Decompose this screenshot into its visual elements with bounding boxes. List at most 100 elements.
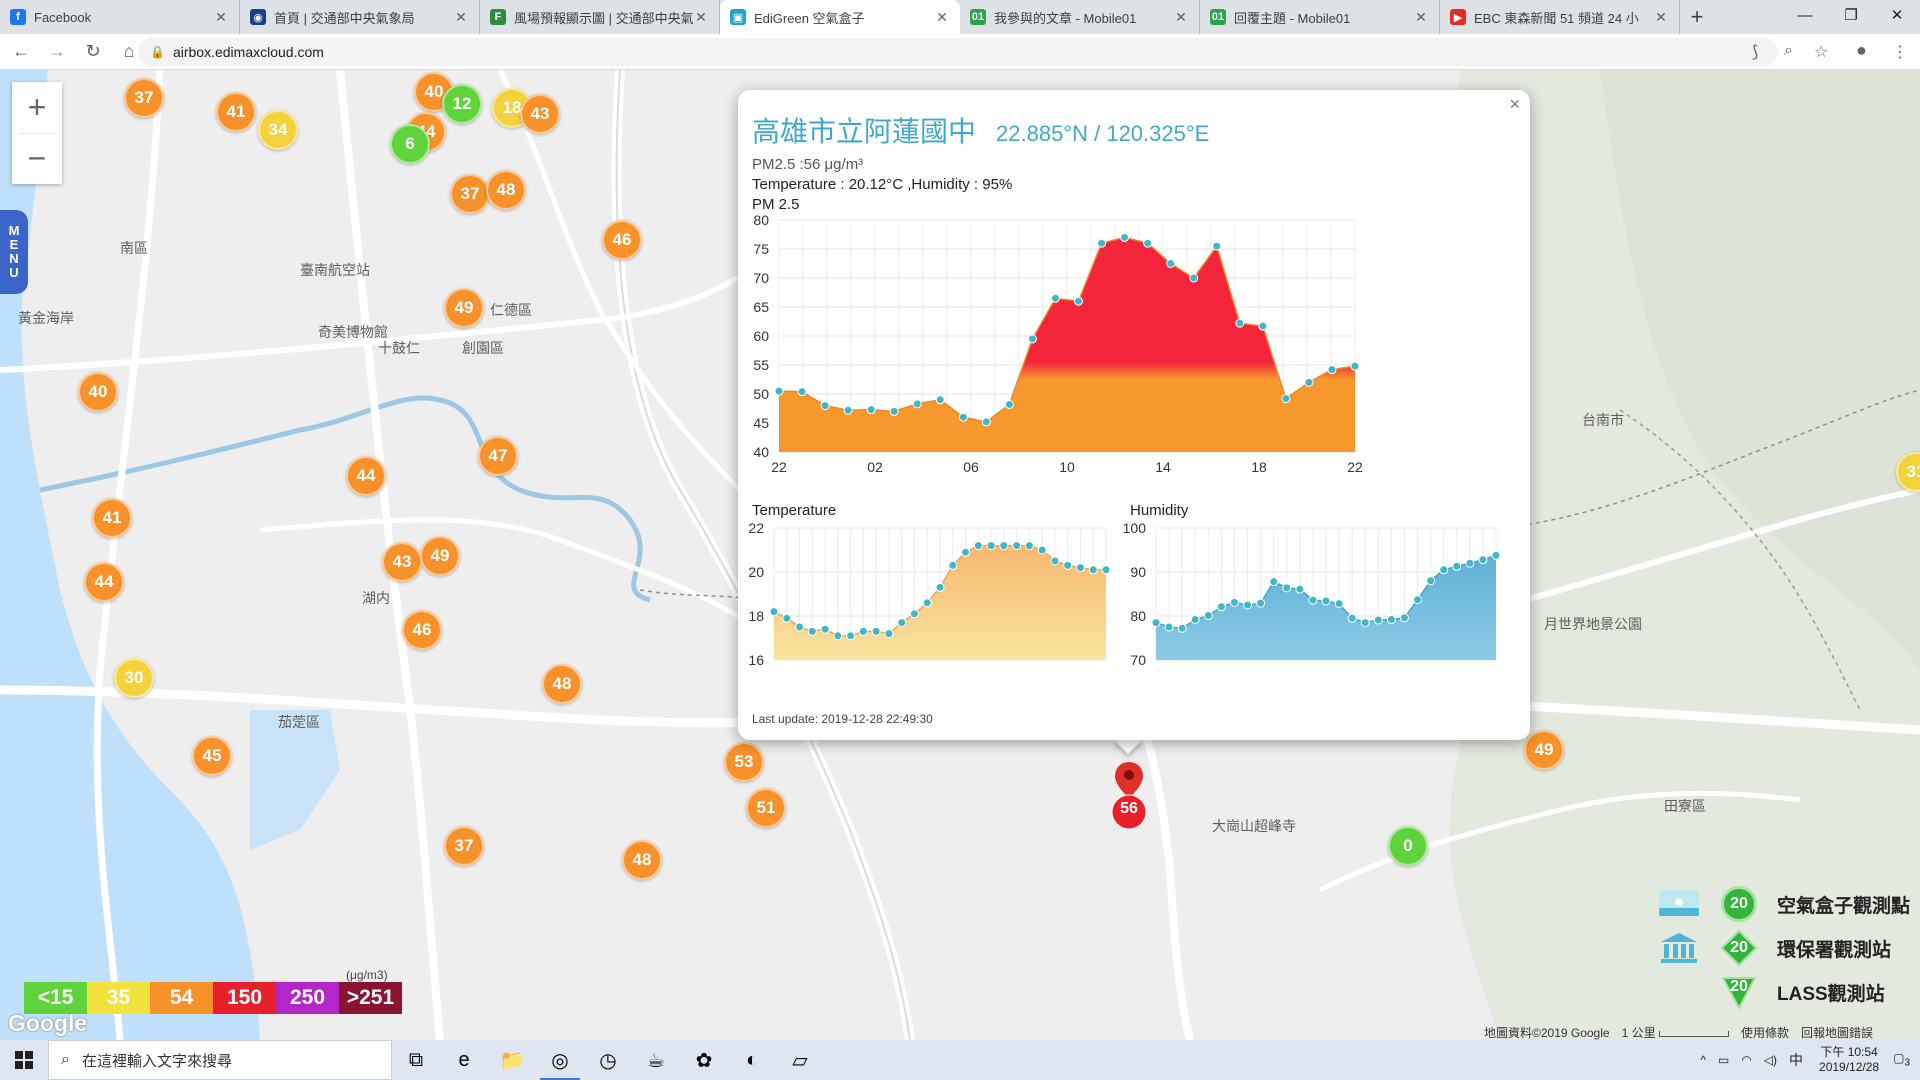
site-name: 高雄市立阿蓮國中 [752, 116, 977, 147]
airbox-station-marker[interactable]: 51 [746, 788, 786, 828]
home-button[interactable]: ⌂ [123, 41, 135, 61]
browser-tab[interactable]: ▣ EdiGreen 空氣盒子 ✕ [720, 0, 960, 34]
airbox-station-marker[interactable]: 30 [114, 658, 154, 698]
popup-close-button[interactable]: × [1509, 94, 1520, 114]
airbox-station-marker[interactable]: 44 [84, 562, 124, 602]
map-canvas[interactable]: 南區臺南航空站十鼓仁創園區仁德區黃金海岸奇美博物館湖内茄萣區阿蓮區田寮區高雄市月… [0, 70, 1920, 1040]
app-icon[interactable]: ◷ [599, 1049, 617, 1072]
menu-tab[interactable]: M E N U [0, 210, 28, 294]
data-point [1177, 623, 1187, 633]
minimize-button[interactable]: — [1797, 6, 1813, 24]
airbox-station-marker[interactable]: 53 [724, 742, 764, 782]
new-tab-button[interactable]: + [1690, 4, 1704, 29]
airbox-station-marker[interactable]: 49 [444, 288, 484, 328]
address-bar[interactable]: 🔒 airbox.edimaxcloud.com [138, 38, 1778, 66]
tab-close-icon[interactable]: ✕ [215, 8, 227, 25]
browser-tab[interactable]: f Facebook ✕ [0, 0, 240, 34]
app-icon[interactable]: ✿ [695, 1049, 713, 1072]
browser-tab[interactable]: ◉ 首頁 | 交通部中央氣象局 ✕ [240, 0, 480, 34]
browser-tab[interactable]: ▶ EBC 東森新聞 51 頻道 24 小 ✕ [1440, 0, 1680, 34]
zoom-icon[interactable]: ⌕ [1784, 42, 1793, 59]
airbox-station-marker[interactable]: 47 [478, 436, 518, 476]
data-point [1189, 273, 1199, 283]
chrome-icon[interactable]: ◎ [536, 1040, 584, 1080]
airbox-station-marker[interactable]: 43 [520, 94, 560, 134]
app-icon[interactable]: ☕ [647, 1049, 665, 1072]
tray-chevron-icon[interactable]: ^ [1700, 1053, 1706, 1067]
tab-favicon-icon: 01 [1210, 9, 1226, 25]
airbox-station-marker[interactable]: 43 [382, 542, 422, 582]
close-window-button[interactable]: ✕ [1890, 7, 1904, 24]
battery-icon[interactable]: ▭ [1717, 1053, 1730, 1067]
selected-station-pin[interactable]: 56 [1111, 760, 1147, 835]
data-point [1295, 584, 1305, 594]
x-tick-label: 02 [867, 459, 883, 475]
task-view-icon[interactable]: ⧉ [408, 1048, 424, 1071]
airbox-station-marker[interactable]: 46 [602, 220, 642, 260]
airbox-station-marker[interactable]: 48 [542, 664, 582, 704]
notification-icon[interactable]: ▢3 [1893, 1051, 1910, 1069]
report-error-link[interactable]: 回報地圖錯誤 [1800, 1026, 1873, 1040]
airbox-station-marker[interactable]: 49 [420, 536, 460, 576]
system-tray: ^ ▭ ◠ ◁) 中 下午 10:54 2019/12/28 ▢3 [1694, 1040, 1920, 1080]
volume-icon[interactable]: ◁) [1763, 1053, 1778, 1067]
y-tick-label: 80 [753, 212, 769, 228]
tab-close-icon[interactable]: ✕ [695, 8, 707, 25]
blender-icon[interactable]: ◐ [745, 1048, 759, 1071]
tab-close-icon[interactable]: ✕ [936, 8, 948, 25]
ime-indicator[interactable]: 中 [1789, 1052, 1804, 1068]
airbox-station-marker[interactable]: 48 [486, 170, 526, 210]
clock[interactable]: 下午 10:54 2019/12/28 [1819, 1045, 1879, 1075]
airbox-station-marker[interactable]: 46 [402, 610, 442, 650]
airbox-station-marker[interactable]: 37 [444, 826, 484, 866]
terms-link[interactable]: 使用條款 [1740, 1026, 1789, 1040]
y-tick-label: 20 [748, 564, 764, 580]
forward-button[interactable]: → [48, 41, 66, 61]
airbox-station-marker[interactable]: 37 [450, 174, 490, 214]
airbox-station-marker[interactable]: 49 [1524, 730, 1564, 770]
taskbar-search[interactable]: ⌕ 在這裡輸入文字來搜尋 [48, 1040, 392, 1080]
airbox-station-marker[interactable]: 34 [258, 110, 298, 150]
app-icon[interactable]: ▱ [792, 1049, 808, 1072]
airbox-station-marker[interactable]: 6 [390, 124, 430, 164]
zoom-out-button[interactable]: − [27, 140, 47, 176]
reload-button[interactable]: ↻ [85, 41, 101, 61]
map-place-label: 奇美博物館 [318, 324, 388, 340]
data-point [981, 417, 991, 427]
file-explorer-icon[interactable]: 📁 [499, 1049, 525, 1072]
browser-tab[interactable]: 01 我參與的文章 - Mobile01 ✕ [960, 0, 1200, 34]
start-button[interactable] [0, 1040, 48, 1080]
airbox-station-marker[interactable]: 45 [192, 736, 232, 776]
translate-icon[interactable]: ⟆ [1752, 44, 1759, 61]
tab-close-icon[interactable]: ✕ [455, 8, 467, 25]
edge-icon[interactable]: e [458, 1048, 470, 1071]
airbox-station-marker[interactable]: 0 [1388, 826, 1428, 866]
back-button[interactable]: ← [12, 41, 30, 61]
site-coordinates: 22.885°N / 120.325°E [996, 121, 1210, 146]
browser-menu-icon[interactable]: ⋮ [1892, 44, 1908, 61]
tab-close-icon[interactable]: ✕ [1415, 8, 1427, 25]
humidity-chart-title: Humidity [1130, 502, 1189, 519]
scale-bar [1658, 1030, 1729, 1037]
network-icon[interactable]: ◠ [1741, 1053, 1752, 1067]
tab-close-icon[interactable]: ✕ [1175, 8, 1187, 25]
tab-close-icon[interactable]: ✕ [1655, 8, 1667, 25]
zoom-in-button[interactable]: + [27, 89, 47, 125]
airbox-station-marker[interactable]: 48 [622, 840, 662, 880]
airbox-station-marker[interactable]: 37 [124, 78, 164, 118]
data-point [935, 582, 945, 592]
data-point [1164, 622, 1174, 632]
data-point [1120, 232, 1130, 242]
airbox-station-marker[interactable]: 41 [216, 92, 256, 132]
data-point [1151, 618, 1161, 628]
bookmark-star-icon[interactable]: ☆ [1814, 44, 1829, 61]
browser-tab[interactable]: F 風場預報顯示圖 | 交通部中央氣 ✕ [480, 0, 720, 34]
airbox-station-marker[interactable]: 44 [346, 456, 386, 496]
airbox-station-marker[interactable]: 41 [92, 498, 132, 538]
airbox-station-marker[interactable]: 40 [78, 372, 118, 412]
profile-icon[interactable]: ● [1856, 40, 1867, 60]
maximize-button[interactable]: ❐ [1844, 7, 1858, 24]
browser-tab[interactable]: 01 回覆主題 - Mobile01 ✕ [1200, 0, 1440, 34]
data-point [889, 406, 899, 416]
airbox-station-marker[interactable]: 12 [442, 84, 482, 124]
